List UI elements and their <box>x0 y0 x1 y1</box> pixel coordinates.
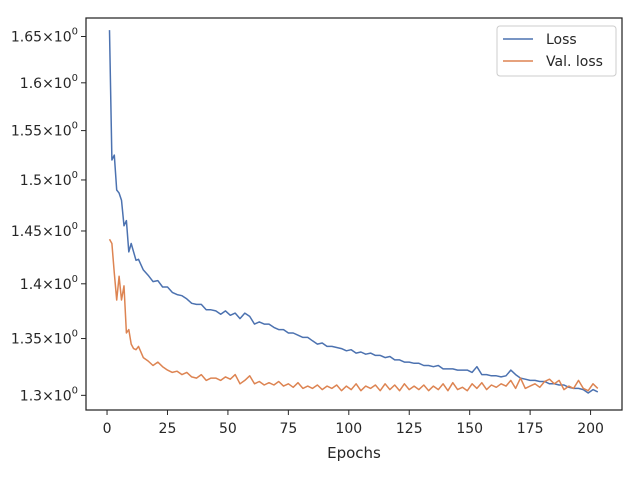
y-tick-base: 10 <box>54 332 72 348</box>
y-tick-power: 0 <box>72 73 78 84</box>
x-tick-label: 175 <box>517 421 544 437</box>
plot-area <box>86 18 622 410</box>
y-tick-times: × <box>42 29 54 45</box>
y-tick-mantissa: 1.3 <box>20 388 42 404</box>
series-line-loss <box>108 30 599 394</box>
y-axis: 1.3×1001.35×1001.4×1001.45×1001.5×1001.5… <box>11 26 86 404</box>
y-tick-times: × <box>42 277 54 293</box>
x-tick-label: 125 <box>396 421 423 437</box>
y-tick-power: 0 <box>72 385 78 396</box>
y-tick-mantissa: 1.5 <box>20 173 42 189</box>
legend: Loss Val. loss <box>496 25 617 77</box>
y-tick-times: × <box>42 224 54 240</box>
y-tick-label: 1.55×100 <box>11 121 78 140</box>
y-tick-base: 10 <box>54 124 72 140</box>
y-tick-times: × <box>42 76 54 92</box>
y-tick-power: 0 <box>72 274 78 285</box>
x-tick-label: 75 <box>279 421 297 437</box>
y-tick-label: 1.65×100 <box>11 26 78 45</box>
y-tick-power: 0 <box>72 221 78 232</box>
y-tick-times: × <box>42 332 54 348</box>
y-tick-mantissa: 1.65 <box>11 29 42 45</box>
y-tick-mantissa: 1.6 <box>20 76 42 92</box>
y-tick-base: 10 <box>54 173 72 189</box>
series-lines <box>108 30 599 394</box>
y-tick-base: 10 <box>54 388 72 404</box>
y-tick-power: 0 <box>72 170 78 181</box>
y-tick-power: 0 <box>72 26 78 37</box>
y-tick-mantissa: 1.55 <box>11 124 42 140</box>
y-tick-label: 1.5×100 <box>20 170 78 189</box>
y-tick-base: 10 <box>54 277 72 293</box>
y-tick-power: 0 <box>72 121 78 132</box>
x-tick-label: 50 <box>219 421 237 437</box>
y-tick-label: 1.3×100 <box>20 385 78 404</box>
legend-label: Val. loss <box>546 54 603 70</box>
x-tick-label: 100 <box>335 421 362 437</box>
x-tick-label: 25 <box>159 421 177 437</box>
y-tick-label: 1.6×100 <box>20 73 78 92</box>
y-tick-times: × <box>42 388 54 404</box>
y-tick-power: 0 <box>72 329 78 340</box>
y-tick-label: 1.45×100 <box>11 221 78 240</box>
y-tick-base: 10 <box>54 29 72 45</box>
x-axis: 0 25 50 75 100 125 150 175 200 <box>103 410 604 437</box>
x-tick-label: 0 <box>103 421 112 437</box>
x-tick-label: 150 <box>456 421 483 437</box>
series-line-val-loss <box>108 238 599 392</box>
y-tick-mantissa: 1.4 <box>20 277 42 293</box>
x-axis-label: Epochs <box>327 444 381 462</box>
y-tick-times: × <box>42 173 54 189</box>
plot-frame <box>85 17 623 411</box>
y-tick-mantissa: 1.35 <box>11 332 42 348</box>
legend-label: Loss <box>546 32 577 48</box>
y-tick-label: 1.35×100 <box>11 329 78 348</box>
y-tick-times: × <box>42 124 54 140</box>
y-tick-label: 1.4×100 <box>20 274 78 293</box>
y-tick-base: 10 <box>54 224 72 240</box>
y-tick-mantissa: 1.45 <box>11 224 42 240</box>
x-tick-label: 200 <box>577 421 604 437</box>
y-tick-base: 10 <box>54 76 72 92</box>
